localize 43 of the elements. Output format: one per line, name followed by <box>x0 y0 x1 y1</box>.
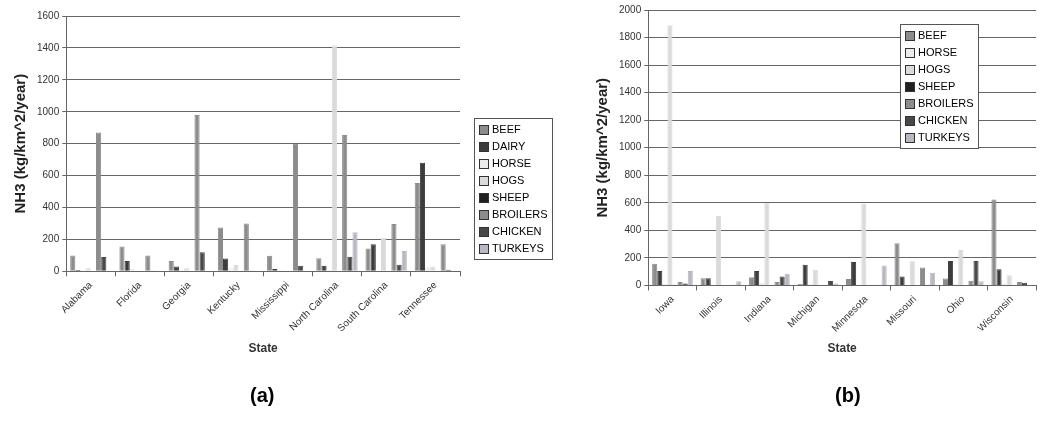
y-tick-label: 1200 <box>619 113 642 125</box>
y-tick-label: 400 <box>42 201 60 213</box>
y-tick-label: 600 <box>624 196 642 208</box>
legend-label: HOGS <box>918 62 951 77</box>
x-tick-label: Iowa <box>653 293 677 317</box>
text: (a) <box>250 384 275 407</box>
legend-label: CHICKEN <box>492 224 542 239</box>
text: (b) <box>835 384 861 407</box>
legend-label: BROILERS <box>492 207 548 222</box>
y-tick-label: 0 <box>53 265 60 277</box>
legend-label: DAIRY <box>492 139 526 154</box>
legend-label: SHEEP <box>918 79 956 94</box>
legend-label: SHEEP <box>492 190 530 205</box>
y-tick-label: 1400 <box>619 86 642 98</box>
legend-label: HORSE <box>918 45 958 60</box>
y-tick-label: 1200 <box>37 73 60 85</box>
y-axis-title: NH3 (kg/km^2/year) <box>593 77 611 218</box>
y-tick-label: 200 <box>42 233 60 245</box>
y-tick-label: 2000 <box>619 3 642 15</box>
y-tick-label: 800 <box>624 169 642 181</box>
legend-label: BEEF <box>918 28 947 43</box>
y-tick-label: 400 <box>624 224 642 236</box>
x-axis-title: State <box>248 341 279 356</box>
legend-label: BEEF <box>492 122 521 137</box>
y-tick-label: 0 <box>635 279 642 291</box>
y-tick-label: 800 <box>42 137 60 149</box>
y-tick-label: 600 <box>42 169 60 181</box>
legend-label: HOGS <box>492 173 525 188</box>
legend-label: HORSE <box>492 156 532 171</box>
y-tick-label: 1000 <box>37 105 60 117</box>
y-tick-label: 1000 <box>619 141 642 153</box>
y-axis-title: NH3 (kg/km^2/year) <box>11 73 29 214</box>
x-tick-label: Ohio <box>943 293 967 317</box>
x-axis-title: State <box>827 341 858 356</box>
y-tick-label: 1800 <box>619 31 642 43</box>
y-tick-label: 1600 <box>37 9 60 21</box>
legend-label: TURKEYS <box>492 241 544 256</box>
legend-label: CHICKEN <box>918 113 968 128</box>
y-tick-label: 200 <box>624 251 642 263</box>
y-tick-label: 1600 <box>619 58 642 70</box>
y-tick-label: 1400 <box>37 41 60 53</box>
legend-label: BROILERS <box>918 96 974 111</box>
legend-label: TURKEYS <box>918 130 970 145</box>
